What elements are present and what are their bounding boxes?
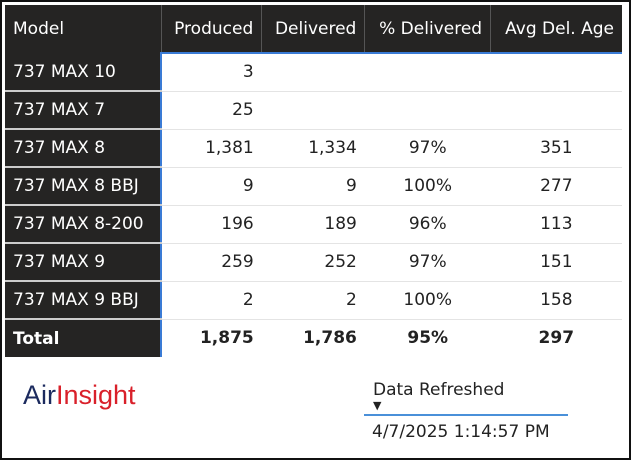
cell-avg-del-age: [490, 91, 622, 130]
logo-air: Air: [23, 380, 56, 410]
cell-avg-del-age: 151: [490, 243, 622, 282]
cell-model: 737 MAX 9: [5, 243, 162, 282]
col-avg-del-age[interactable]: Avg Del. Age: [490, 5, 622, 53]
cell-produced: 2: [161, 281, 262, 320]
cell-model: 737 MAX 8: [5, 129, 162, 168]
cell-produced: 25: [161, 91, 262, 130]
cell-delivered: 1,786: [303, 328, 357, 349]
slicer-value: 4/7/2025 1:14:57 PM: [372, 422, 550, 442]
col-pct-delivered[interactable]: % Delivered: [364, 5, 491, 53]
cell-delivered: 2: [261, 281, 365, 320]
cell-avg-del-age: [490, 52, 622, 92]
table-row: 737 MAX 10 3: [5, 52, 622, 92]
cell-delivered: 1,334: [261, 129, 365, 168]
dropdown-arrow-icon[interactable]: ▼: [373, 399, 382, 412]
col-delivered[interactable]: Delivered: [261, 5, 365, 53]
airinsight-logo: AirInsight: [23, 380, 136, 411]
cell-produced: 196: [161, 205, 262, 244]
cell-delivered: [261, 91, 365, 130]
cell-pct-delivered: 96%: [364, 205, 491, 244]
cell-pct-delivered: 97%: [364, 243, 491, 282]
cell-avg-del-age: 297: [538, 328, 575, 349]
cell-model: 737 MAX 8 BBJ: [5, 167, 162, 206]
header-row: Model Produced Delivered % Delivered Avg…: [5, 5, 622, 53]
cell-pct-delivered: 100%: [364, 167, 491, 206]
cell-pct-delivered: [364, 91, 491, 130]
data-refreshed-slicer[interactable]: Data Refreshed ▼ 4/7/2025 1:14:57 PM: [364, 380, 568, 442]
table-row: 737 MAX 9 259 252 97% 151: [5, 243, 622, 282]
table-row: 737 MAX 7 25: [5, 91, 622, 130]
logo-insight: Insight: [56, 380, 136, 410]
cell-pct-delivered: 97%: [364, 129, 491, 168]
cell-pct-delivered: [364, 52, 491, 92]
cell-produced: 9: [161, 167, 262, 206]
cell-model: 737 MAX 10: [5, 53, 162, 92]
table-row: 737 MAX 8-200 196 189 96% 113: [5, 205, 622, 244]
cell-produced: 259: [161, 243, 262, 282]
cell-produced: 3: [161, 52, 262, 92]
cell-avg-del-age: 277: [490, 167, 622, 206]
cell-pct-delivered: 95%: [407, 328, 449, 349]
cell-model: 737 MAX 7: [5, 91, 162, 130]
delivery-table: Model Produced Delivered % Delivered Avg…: [5, 5, 622, 357]
cell-produced: 1,381: [161, 129, 262, 168]
table-row: 737 MAX 8 BBJ 9 9 100% 277: [5, 167, 622, 206]
slicer-underline: [364, 414, 568, 416]
slicer-label: Data Refreshed: [373, 380, 505, 400]
col-produced[interactable]: Produced: [160, 5, 262, 53]
cell-delivered: 9: [261, 167, 365, 206]
cell-delivered: 252: [261, 243, 365, 282]
cell-delivered: [261, 52, 365, 92]
total-row: Total 1,875 1,786 95% 297: [5, 319, 622, 357]
cell-delivered: 189: [261, 205, 365, 244]
cell-model: Total: [5, 319, 162, 357]
table-row: 737 MAX 8 1,381 1,334 97% 351: [5, 129, 622, 168]
cell-produced: 1,875: [199, 328, 254, 349]
table-row: 737 MAX 9 BBJ 2 2 100% 158: [5, 281, 622, 320]
cell-model: 737 MAX 8-200: [5, 205, 162, 244]
col-model[interactable]: Model: [5, 5, 161, 53]
cell-avg-del-age: 158: [490, 281, 622, 320]
cell-model: 737 MAX 9 BBJ: [5, 281, 162, 320]
cell-avg-del-age: 113: [490, 205, 622, 244]
cell-pct-delivered: 100%: [364, 281, 491, 320]
cell-avg-del-age: 351: [490, 129, 622, 168]
